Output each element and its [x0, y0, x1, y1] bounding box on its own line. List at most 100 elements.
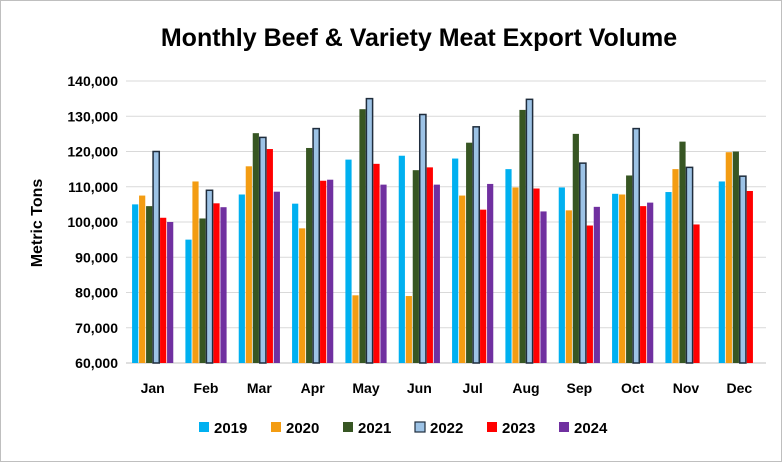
y-tick-label: 140,000 — [67, 73, 118, 89]
x-tick-label: Sep — [566, 380, 592, 396]
legend-label-2020: 2020 — [286, 420, 319, 437]
y-tick-label: 120,000 — [67, 144, 118, 160]
bar-2020-Apr — [299, 228, 306, 363]
bar-2019-Feb — [185, 239, 192, 363]
bar-2022-Jun — [418, 113, 427, 364]
bar-2019-Nov — [665, 192, 672, 363]
bar-2023-Aug — [533, 188, 540, 363]
y-tick-label: 60,000 — [75, 355, 118, 371]
bar-2020-Dec — [725, 152, 732, 363]
bar-2023-Oct — [640, 206, 647, 363]
legend: 2019 2020 2021 2022 2023 2024 — [199, 420, 608, 437]
bar-2021-May — [359, 109, 366, 363]
gridlines — [126, 80, 766, 364]
bar-2021-Oct — [626, 175, 633, 363]
bar-2021-Mar — [252, 133, 259, 363]
bar-2021-Jul — [466, 142, 473, 363]
x-tick-label: Jul — [463, 380, 483, 396]
x-tick-label: Feb — [194, 380, 219, 396]
bar-2021-Feb — [199, 218, 206, 363]
bar-2022-Oct — [632, 127, 641, 364]
legend-label-2022: 2022 — [430, 420, 463, 437]
bar-2019-Jun — [398, 155, 405, 363]
bar-2022-Feb — [205, 189, 214, 364]
bar-2023-Jul — [480, 209, 487, 363]
bar-2022-Jan — [152, 150, 161, 364]
x-tick-label: Apr — [301, 380, 326, 396]
chart-title: Monthly Beef & Variety Meat Export Volum… — [161, 24, 677, 52]
x-tick-label: Mar — [247, 380, 272, 396]
bar-2021-Jan — [146, 206, 153, 363]
y-axis-ticks: 60,000 70,000 80,000 90,000 100,000 110,000 12… — [67, 73, 118, 371]
bar-2021-Dec — [732, 151, 739, 363]
bar-2022-Apr — [312, 127, 321, 364]
bar-2022-Mar — [258, 136, 267, 364]
bar-2020-Aug — [512, 187, 519, 363]
bar-2024-Mar — [273, 191, 280, 363]
bar-2023-Mar — [266, 149, 273, 363]
x-tick-label: Dec — [726, 380, 752, 396]
bar-2020-Nov — [672, 169, 679, 363]
bar-2024-Apr — [327, 179, 334, 363]
x-tick-label: Jun — [407, 380, 432, 396]
bar-2020-Jul — [459, 195, 466, 363]
bar-2024-Jul — [487, 183, 494, 363]
x-tick-label: May — [352, 380, 379, 396]
bar-2021-Aug — [519, 109, 526, 363]
y-tick-label: 100,000 — [67, 214, 118, 230]
x-axis-ticks: Jan Feb Mar Apr May Jun Jul Aug Sep Oct Nov Dec — [141, 380, 753, 396]
y-tick-label: 90,000 — [75, 249, 118, 265]
bar-2019-Oct — [612, 193, 619, 363]
x-tick-label: Aug — [512, 380, 539, 396]
bar-2023-Nov — [693, 224, 700, 363]
x-tick-label: Oct — [621, 380, 645, 396]
bar-2023-Jun — [426, 167, 433, 363]
y-tick-label: 130,000 — [67, 108, 118, 124]
bar-2023-Jan — [160, 217, 167, 363]
bar-2020-May — [352, 295, 359, 363]
bar-2019-Jan — [132, 204, 139, 363]
legend-label-2021: 2021 — [358, 420, 391, 437]
bar-2022-Nov — [685, 166, 694, 364]
bar-2021-Apr — [306, 147, 313, 363]
bar-2019-Dec — [718, 181, 725, 363]
legend-label-2023: 2023 — [502, 420, 535, 437]
bar-2022-May — [365, 97, 374, 364]
bar-2023-Apr — [320, 180, 327, 363]
bar-2023-Dec — [746, 190, 753, 363]
bar-2020-Sep — [565, 210, 572, 363]
bars — [132, 97, 753, 364]
bar-2024-May — [380, 184, 387, 363]
bar-2023-May — [373, 163, 380, 363]
bar-2021-Jun — [412, 170, 419, 363]
x-tick-label: Nov — [673, 380, 700, 396]
bar-2024-Jan — [167, 222, 174, 363]
bar-2024-Aug — [540, 211, 547, 363]
bar-2022-Aug — [525, 98, 534, 364]
bar-2020-Mar — [245, 166, 252, 363]
bar-2019-May — [345, 159, 352, 363]
bar-2024-Oct — [647, 202, 654, 363]
y-tick-label: 110,000 — [68, 179, 118, 195]
legend-swatch-2020 — [271, 422, 281, 432]
legend-swatch-2024 — [559, 422, 569, 432]
y-axis-label: Metric Tons — [29, 179, 46, 268]
legend-label-2024: 2024 — [574, 420, 608, 437]
bar-2024-Feb — [220, 207, 227, 363]
bar-2019-Jul — [452, 158, 459, 363]
bar-2023-Feb — [213, 203, 220, 363]
bar-2020-Oct — [619, 194, 626, 363]
bar-2022-Sep — [578, 162, 587, 364]
legend-swatch-2021 — [343, 422, 353, 432]
legend-swatch-2023 — [487, 422, 497, 432]
bar-2024-Jun — [433, 184, 440, 363]
legend-swatch-2022 — [414, 421, 426, 433]
bar-2022-Jul — [472, 126, 481, 364]
bar-2019-Apr — [292, 203, 299, 363]
legend-swatch-2019 — [199, 422, 209, 432]
bar-2023-Sep — [586, 225, 593, 363]
bar-2019-Sep — [558, 187, 565, 363]
bar-2024-Sep — [593, 206, 600, 363]
bar-2021-Nov — [679, 141, 686, 363]
